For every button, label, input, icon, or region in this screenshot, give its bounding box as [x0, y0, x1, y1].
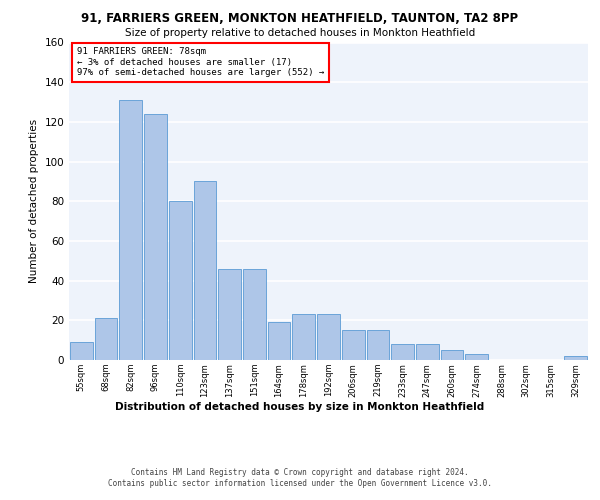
- Y-axis label: Number of detached properties: Number of detached properties: [29, 119, 39, 284]
- Bar: [169, 201, 191, 360]
- Bar: [466, 354, 488, 360]
- Bar: [391, 344, 414, 360]
- Bar: [119, 100, 142, 360]
- Bar: [317, 314, 340, 360]
- Bar: [342, 330, 365, 360]
- Bar: [144, 114, 167, 360]
- Bar: [70, 342, 93, 360]
- Bar: [243, 268, 266, 360]
- Bar: [218, 268, 241, 360]
- Bar: [268, 322, 290, 360]
- Bar: [416, 344, 439, 360]
- Bar: [367, 330, 389, 360]
- Text: Distribution of detached houses by size in Monkton Heathfield: Distribution of detached houses by size …: [115, 402, 485, 412]
- Bar: [292, 314, 315, 360]
- Text: Contains HM Land Registry data © Crown copyright and database right 2024.
Contai: Contains HM Land Registry data © Crown c…: [108, 468, 492, 487]
- Bar: [194, 182, 216, 360]
- Text: 91, FARRIERS GREEN, MONKTON HEATHFIELD, TAUNTON, TA2 8PP: 91, FARRIERS GREEN, MONKTON HEATHFIELD, …: [82, 12, 518, 26]
- Text: Size of property relative to detached houses in Monkton Heathfield: Size of property relative to detached ho…: [125, 28, 475, 38]
- Text: 91 FARRIERS GREEN: 78sqm
← 3% of detached houses are smaller (17)
97% of semi-de: 91 FARRIERS GREEN: 78sqm ← 3% of detache…: [77, 48, 324, 77]
- Bar: [564, 356, 587, 360]
- Bar: [95, 318, 118, 360]
- Bar: [441, 350, 463, 360]
